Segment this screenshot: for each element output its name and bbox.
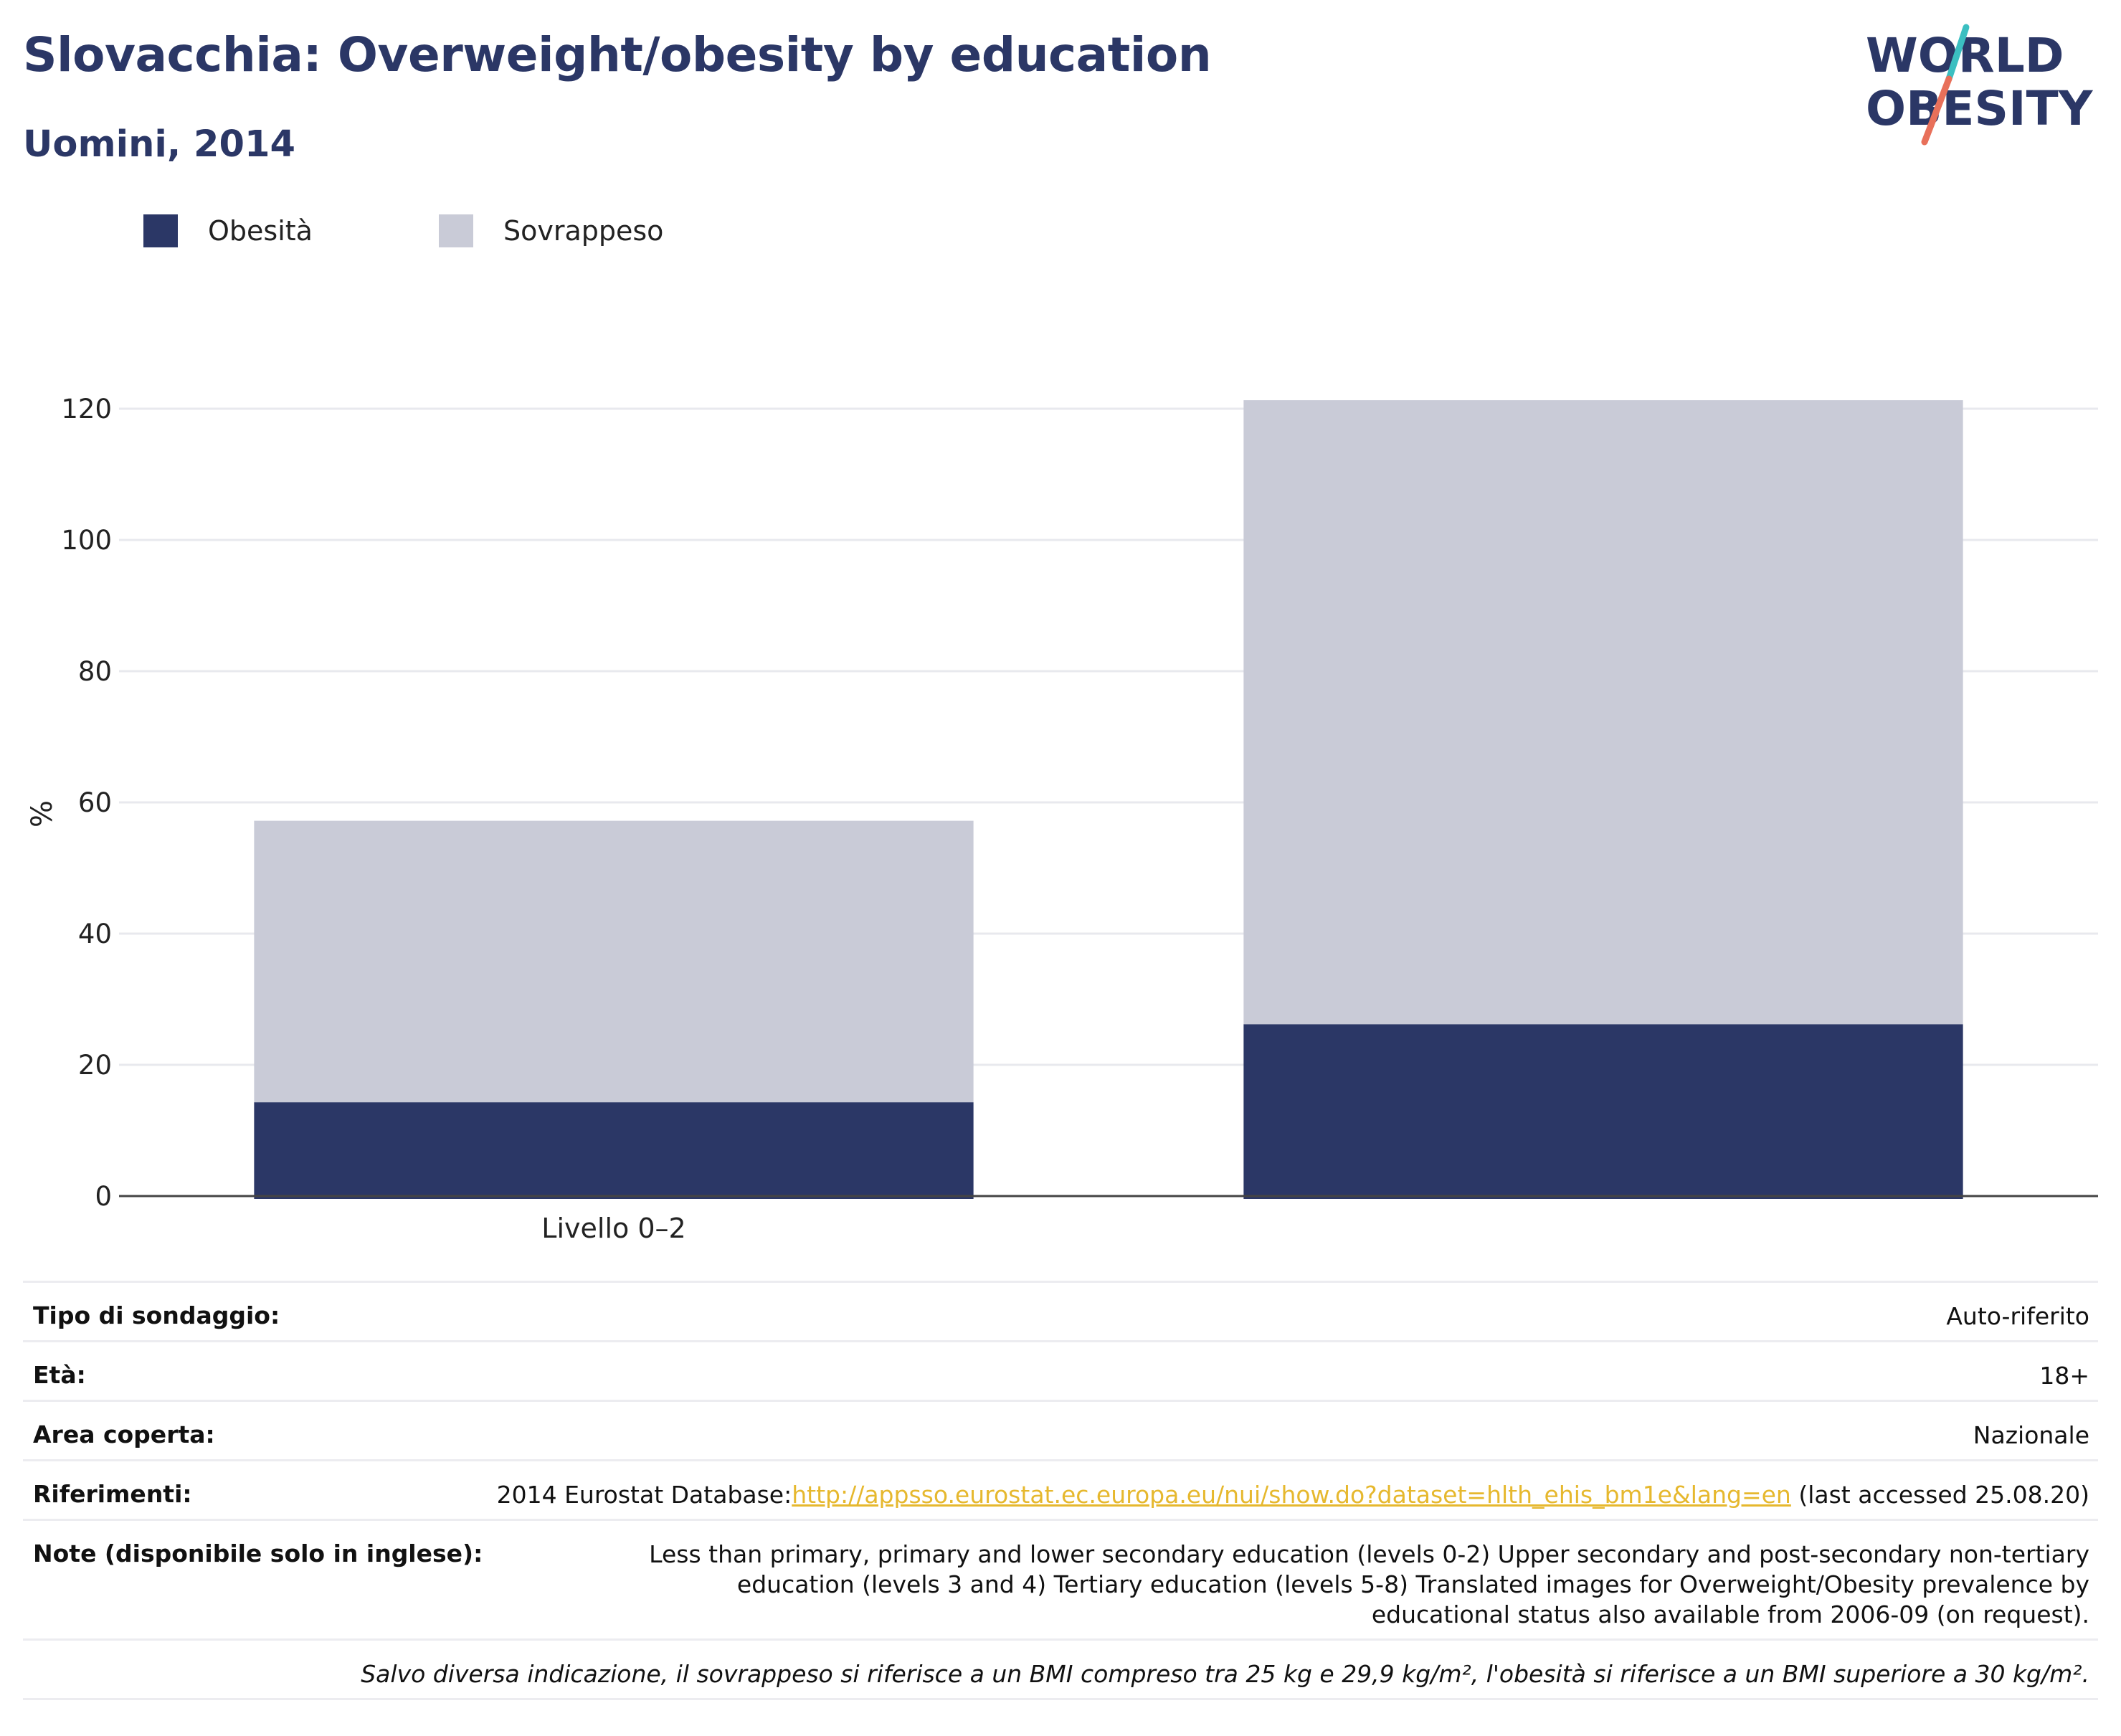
reference-link[interactable]: http://appsso.eurostat.ec.europa.eu/nui/… [792, 1481, 1791, 1509]
world-obesity-logo: WORLD OBESITY [1866, 24, 2094, 146]
definition-footnote: Salvo diversa indicazione, il sovrappeso… [361, 1660, 2089, 1688]
info-value: 2014 Eurostat Database:http://appsso.eur… [497, 1480, 2089, 1510]
info-row-notes: Note (disponibile solo in inglese): Less… [23, 1519, 2098, 1638]
info-row-survey-type: Tipo di sondaggio: Auto-riferito [23, 1281, 2098, 1340]
bar-sovrappeso-1 [1243, 400, 1963, 1025]
y-tick-label: 0 [95, 1181, 112, 1212]
info-key: Tipo di sondaggio: [33, 1301, 280, 1329]
x-tick-label: Livello 0–2 [541, 1213, 685, 1244]
info-row-age: Età: 18+ [23, 1340, 2098, 1400]
bar-obesita-1 [1243, 1024, 1963, 1199]
info-value: Less than primary, primary and lower sec… [649, 1540, 2089, 1628]
legend-label-obesita: Obesità [208, 215, 313, 247]
reference-prefix: 2014 Eurostat Database: [496, 1481, 792, 1509]
y-axis-label: % [26, 800, 59, 827]
bar-chart: 0 20 40 60 80 100 120% Livello 0–2 [26, 394, 2098, 1244]
y-tick-label: 60 [78, 787, 112, 818]
info-value: Nazionale [1973, 1421, 2089, 1449]
y-tick-label: 40 [78, 919, 112, 949]
legend-swatch-sovrappeso [439, 214, 473, 247]
y-tick-label: 100 [61, 525, 112, 556]
info-row-area: Area coperta: Nazionale [23, 1400, 2098, 1459]
legend-swatch-obesita [143, 214, 178, 247]
chart-title: Slovacchia: Overweight/obesity by educat… [23, 27, 1212, 82]
y-tick-label: 120 [61, 394, 112, 424]
logo-slash-bottom [1921, 75, 1952, 146]
logo-line2: OBESITY [1866, 81, 2094, 136]
legend-label-sovrappeso: Sovrappeso [503, 215, 664, 247]
info-key: Note (disponibile solo in inglese): [33, 1540, 483, 1567]
chart-subtitle: Uomini, 2014 [23, 123, 295, 166]
y-tick-label: 80 [78, 656, 112, 687]
info-table-bottom-border [23, 1698, 2098, 1700]
reference-suffix: (last accessed 25.08.20) [1790, 1481, 2089, 1509]
info-key: Riferimenti: [33, 1480, 192, 1508]
info-value: 18+ [2039, 1362, 2089, 1390]
info-key: Area coperta: [33, 1420, 215, 1448]
bar-obesita-0 [254, 1102, 974, 1199]
y-tick-label: 20 [78, 1050, 112, 1081]
info-row-references: Riferimenti: 2014 Eurostat Database:http… [23, 1459, 2098, 1519]
info-key: Età: [33, 1361, 86, 1389]
bar-sovrappeso-0 [254, 820, 974, 1103]
info-row-footnote: Salvo diversa indicazione, il sovrappeso… [23, 1638, 2098, 1698]
logo-slash-top [1945, 24, 1970, 82]
info-value: Auto-riferito [1946, 1302, 2089, 1330]
info-table: Tipo di sondaggio: Auto-riferito Età: 18… [23, 1281, 2098, 1700]
